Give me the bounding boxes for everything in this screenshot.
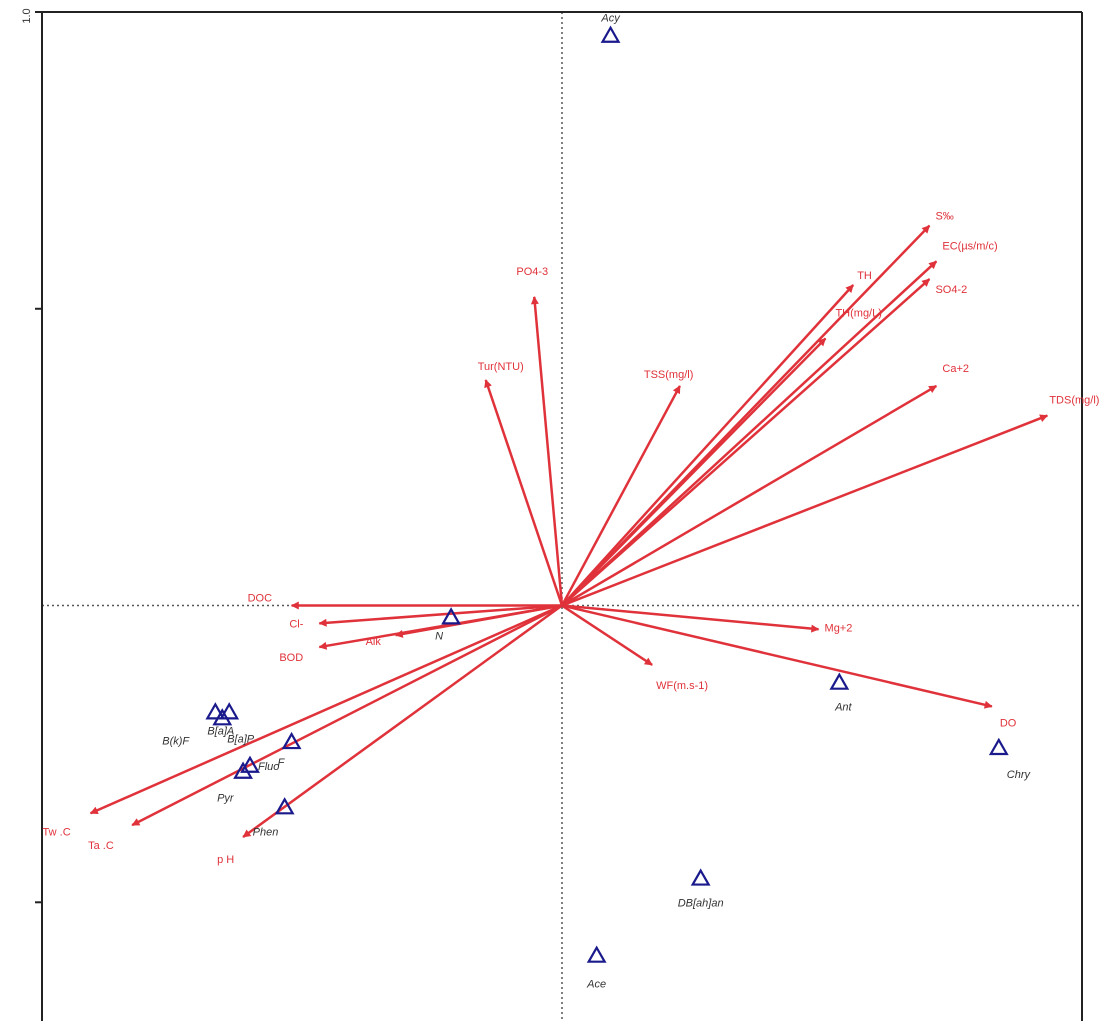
variable-vectors: S‰ EC(µs/m/c) TH SO4-2 TH(mg/L) PO4-3 Tur(NTU)… <box>43 211 1100 866</box>
site-marker <box>274 797 295 815</box>
vector-arrow <box>561 384 938 607</box>
site-label: B[a]P <box>227 733 255 745</box>
vector-arrow <box>561 284 855 607</box>
site-label: DB[ah]an <box>678 898 724 910</box>
site-marker <box>240 755 260 773</box>
vector-label: EC(µs/m/c) <box>942 240 997 252</box>
vector-label: TH <box>857 270 872 282</box>
vector-arrow <box>561 604 820 633</box>
vector-label: WF(m.s-1) <box>656 680 708 692</box>
site-marker <box>441 607 461 625</box>
vector-label: DOC <box>248 593 273 605</box>
vector-label: BOD <box>279 652 303 664</box>
site-marker <box>205 702 226 720</box>
vector-label: Ta .C <box>88 840 114 852</box>
vector-arrow <box>560 385 681 607</box>
vector-label: TDS(mg/l) <box>1049 395 1099 407</box>
vector-label: Ca+2 <box>942 363 969 375</box>
vector-arrow <box>131 604 563 827</box>
site-label: Fluo <box>258 761 279 773</box>
site-marker <box>988 737 1009 756</box>
site-label: F <box>278 757 286 769</box>
site-label: Chry <box>1007 769 1032 781</box>
vector-arrow <box>561 337 827 607</box>
y-tick-label: 1.0 <box>21 8 33 23</box>
site-label: Acy <box>600 13 621 25</box>
vector-label: p H <box>217 854 234 866</box>
site-marker <box>212 708 233 726</box>
vector-arrow <box>561 260 938 607</box>
site-label: Pyr <box>217 793 235 805</box>
vector-arrow <box>318 604 563 650</box>
site-label: Ant <box>834 702 852 714</box>
vector-arrow <box>89 604 563 815</box>
vector-arrow <box>561 604 993 709</box>
vector-label: Mg+2 <box>825 622 853 634</box>
vector-arrow <box>318 604 563 627</box>
site-label: Ace <box>586 979 606 991</box>
site-marker <box>233 761 253 779</box>
vector-arrow <box>242 604 563 839</box>
site-marker <box>219 702 240 720</box>
site-label: B[a]A <box>207 725 234 737</box>
vector-label: S‰ <box>935 211 953 223</box>
vector-arrow <box>530 296 564 606</box>
site-marker <box>600 25 621 43</box>
vector-label: TH(mg/L) <box>835 307 881 319</box>
vector-arrow <box>561 414 1049 607</box>
vector-label: DO <box>1000 717 1017 729</box>
site-marker <box>690 868 711 886</box>
site-marker <box>586 945 607 963</box>
vector-arrow <box>561 278 931 607</box>
zero-lines <box>42 12 1082 1021</box>
vector-label: Tw .C <box>43 826 71 838</box>
site-label: Phen <box>253 826 279 838</box>
vector-label: TSS(mg/l) <box>644 369 694 381</box>
vector-arrow <box>561 604 653 666</box>
y-axis-ticks: 1.0 <box>21 8 42 904</box>
plot-frame <box>41 11 1083 1021</box>
site-marker <box>281 731 302 750</box>
vector-label: PO4-3 <box>516 266 548 278</box>
vector-label: SO4-2 <box>935 284 967 296</box>
site-marker <box>829 672 850 690</box>
vector-label: Cl- <box>289 618 303 630</box>
site-label: N <box>435 630 443 642</box>
vector-arrow <box>484 379 564 606</box>
vector-label: Tur(NTU) <box>478 361 524 373</box>
site-label: B(k)F <box>162 735 190 747</box>
